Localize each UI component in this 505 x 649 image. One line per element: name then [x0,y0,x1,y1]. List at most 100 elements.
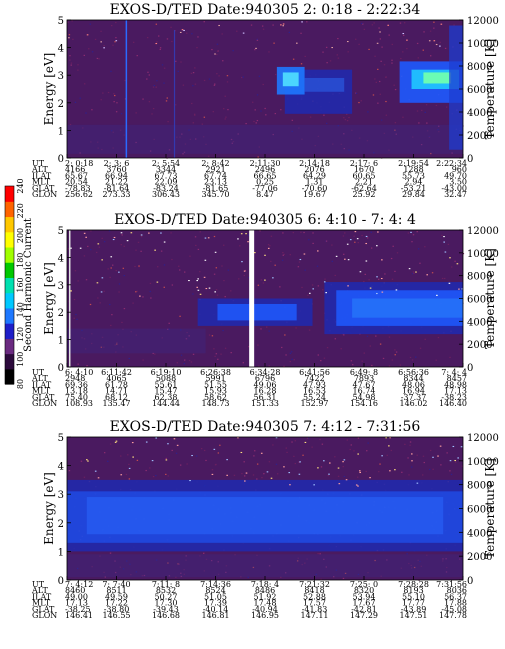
spectrogram-pixel [360,100,362,102]
spectrogram-pixel [124,98,127,100]
spectrogram-pixel [91,566,93,568]
spectrogram-pixel [365,260,368,262]
spectrogram-pixel [243,475,246,477]
spectrogram-pixel [69,59,71,61]
spectrogram-pixel [211,335,214,337]
spectrogram-pixel [348,116,350,119]
annotation-cell: 7: 7:40 [102,580,130,589]
spectrogram-pixel [86,34,89,36]
spectrogram-pixel [216,53,218,56]
annotation-cell: 8457 [447,374,467,383]
spectrogram-pixel [111,314,113,316]
y-tick-label: 5 [58,226,64,237]
spectrogram-pixel [302,454,304,456]
y-tick-label: 1 [58,547,64,558]
y-tick-label: 4 [58,44,64,55]
spectrogram-pixel [385,437,387,439]
spectrogram-pixel [371,24,374,26]
annotation-cell: 61.78 [105,380,128,389]
spectrogram-pixel [100,41,103,43]
spectrogram-pixel [176,136,178,138]
spectrogram-pixel [202,136,205,138]
spectrogram-pixel [156,281,159,283]
spectrogram-pixel [244,269,247,272]
spectrogram-pixel [402,51,404,53]
spectrogram-pixel [175,452,178,454]
spectrogram-pixel [167,475,169,477]
annotation-cell: 2: 8:42 [201,159,229,168]
annotation-cell: 6:11:42 [101,368,132,377]
spectrogram-pixel [188,279,190,282]
spectrogram-pixel [289,352,292,355]
spectrogram-pixel [388,34,390,36]
spectrogram-pixel [110,24,113,27]
spectrogram-pixel [240,576,242,578]
y-right-tick-label: 2000 [467,131,492,142]
spectrogram-pixel [196,286,199,288]
annotation-cell: 146.68 [152,611,180,620]
spectrogram-pixel [79,247,82,249]
spectrogram-pixel [306,437,309,439]
spectrogram-pixel [175,60,177,62]
spectrogram-pixel [297,557,299,559]
spectrogram-pixel [222,60,224,62]
spectrogram-pixel [145,469,147,472]
spectrogram-pixel [433,21,435,23]
spectrogram-pixel [80,460,83,462]
spectrogram-pixel [223,244,225,246]
spectrogram-pixel [260,452,263,454]
spectrogram-pixel [268,51,270,53]
annotation-cell: 144.44 [152,399,180,408]
spectrogram-pixel [294,440,297,442]
spectrogram-pixel [394,122,397,124]
spectrogram-pixel [112,131,115,133]
spectrogram-pixel [120,474,123,476]
annotation-cell: 2: 3: 6 [104,159,130,168]
spectrogram-pixel [79,97,81,99]
spectrogram-pixel [437,336,440,339]
colorbar: 240 220 200 180 160 140 120 100 80 Second Harmoni… [4,178,34,389]
spectrogram-pixel [307,437,310,439]
spectrogram-pixel [130,574,132,576]
spectrogram-pixel [156,41,158,43]
spectrogram-pixel [394,129,396,131]
spectrogram-pixel [123,307,126,310]
spectrogram-pixel [345,479,348,481]
spectrogram-pixel [385,100,387,103]
annotation-cell: 51.55 [204,380,227,389]
annotation-cell: -45.08 [441,605,467,614]
spectrogram-pixel [192,85,194,87]
spectrogram-pixel [231,142,234,144]
spectrogram-pixel [417,57,420,59]
spectrogram-pixel [167,121,169,123]
spectrogram-pixel [428,136,431,138]
spectrogram-pixel [317,467,319,469]
annotation-cell: 5991 [205,374,225,383]
spectrogram-pixel [194,114,196,116]
spectrogram-pixel [103,452,106,454]
spectrogram-pixel [378,80,381,83]
spectrogram-pixel [136,55,138,57]
spectrogram-pixel [445,571,448,573]
spectrogram-pixel [91,51,94,53]
spectrogram-pixel [300,32,302,34]
annotation-row-label: GLAT [32,184,55,193]
spectrogram-pixel [282,254,284,256]
spectrogram-pixel [321,443,324,445]
spectrogram-pixel [272,444,274,446]
spectrogram-pixel [439,45,441,47]
spectrogram-pixel [214,464,217,466]
spectrogram-pixel [370,247,373,249]
annotation-cell: 2:22:34 [436,159,467,168]
spectrogram-pixel [410,564,412,567]
spectrogram-pixel [90,141,92,143]
spectrogram-pixel [135,141,137,144]
spectrogram-pixel [88,48,90,50]
y-tick-label: 1 [58,126,64,137]
spectrogram-pixel [320,360,322,362]
spectrogram-pixel [425,104,428,106]
spectrogram-pixel [337,475,340,477]
spectrogram-pixel [223,279,225,282]
spectrogram-pixel [203,570,206,572]
spectrogram-pixel [115,37,117,39]
